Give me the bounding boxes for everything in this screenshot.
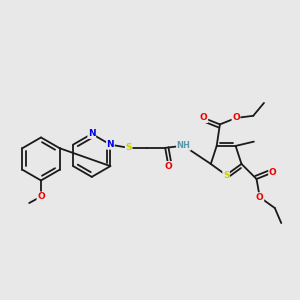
Text: O: O bbox=[37, 192, 45, 201]
Text: S: S bbox=[223, 171, 230, 180]
Text: O: O bbox=[232, 113, 240, 122]
Text: S: S bbox=[125, 143, 132, 152]
Text: O: O bbox=[269, 168, 277, 177]
Text: O: O bbox=[256, 193, 264, 202]
Text: NH: NH bbox=[177, 141, 190, 150]
Text: O: O bbox=[200, 113, 208, 122]
Text: N: N bbox=[106, 140, 114, 149]
Text: O: O bbox=[165, 162, 172, 171]
Text: N: N bbox=[88, 129, 96, 138]
